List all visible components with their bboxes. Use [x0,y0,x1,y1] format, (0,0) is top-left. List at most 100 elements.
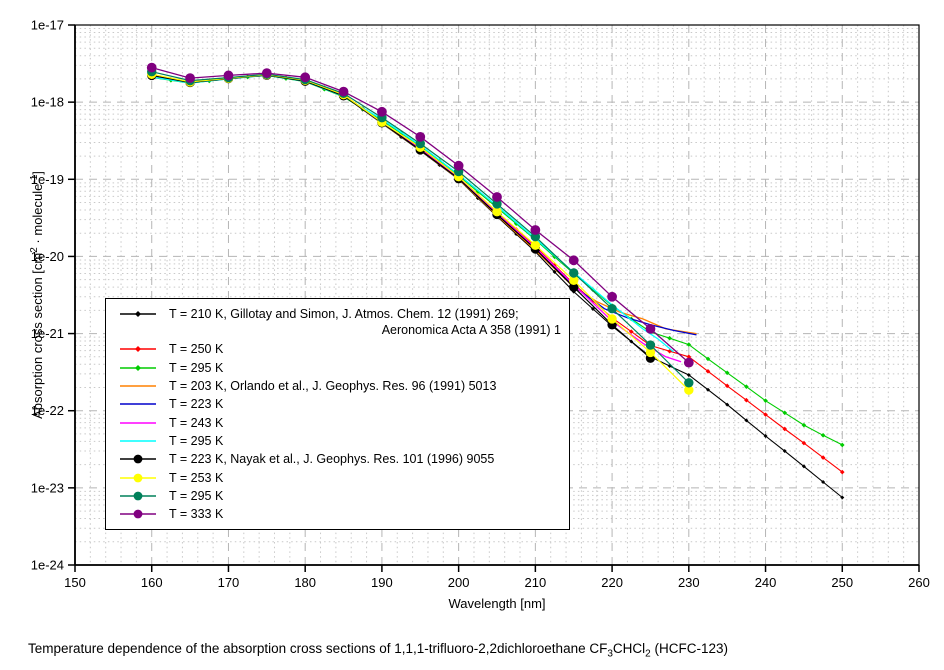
x-tick-label: 230 [678,575,700,590]
y-tick-label: 1e-24 [31,558,64,573]
legend-label: T = 203 K, Orlando et al., J. Geophys. R… [169,379,497,394]
x-tick-label: 210 [525,575,547,590]
y-tick-label: 1e-17 [31,18,64,33]
data-point-marker [763,398,768,403]
legend-entry: T = 295 K [114,487,559,505]
data-point-marker [261,68,272,78]
legend-label: T = 295 K [169,360,224,375]
x-tick-label: 260 [908,575,930,590]
legend-label: T = 223 K, Nayak et al., J. Geophys. Res… [169,452,495,467]
data-point-marker [146,62,157,73]
y-tick-label: 1e-18 [31,95,64,110]
data-point-marker [338,86,349,97]
chart-legend: T = 210 K, Gillotay and Simon, J. Atmos.… [105,298,570,530]
data-point-marker [667,348,672,354]
x-tick-label: 180 [294,575,316,590]
legend-entry: T = 333 K [114,505,559,523]
data-point-marker [840,495,845,500]
data-point-marker [683,357,694,368]
data-point-marker [686,342,692,347]
data-point-marker [377,106,387,117]
y-axis-title: Absorption cross section [cm2 · molecule… [29,171,45,419]
legend-label: T = 295 K [169,433,224,448]
axis-ticks [68,24,920,572]
legend-line-marker-icon [120,473,156,482]
legend-label: T = 333 K [169,507,224,522]
data-point-marker [453,160,464,171]
data-point-marker [530,225,541,235]
x-tick-label: 190 [371,575,393,590]
caption-text: CHCl [612,641,646,656]
legend-line-marker-icon [120,346,156,353]
data-point-marker [725,402,730,407]
x-tick-label: 240 [755,575,777,590]
data-point-marker [415,131,426,142]
legend-entry: T = 295 K [114,359,559,377]
x-tick-label: 200 [448,575,470,590]
legend-entry: T = 243 K [114,413,559,431]
legend-line-marker-icon [120,311,156,318]
legend-entry: T = 223 K, Nayak et al., J. Geophys. Res… [114,450,559,468]
data-point-marker [492,192,502,202]
figure-caption: Temperature dependence of the absorption… [28,641,728,660]
x-tick-label: 160 [141,575,163,590]
legend-entry: T = 253 K [114,468,559,486]
data-point-marker [645,340,656,350]
legend-label: T = 210 K, Gillotay and Simon, J. Atmos.… [169,307,519,322]
data-point-marker [782,410,788,416]
data-point-marker [607,291,617,302]
data-point-marker [763,412,768,417]
data-point-marker [667,335,672,341]
legend-label: T = 253 K [169,470,224,485]
legend-line-marker-icon [120,440,156,442]
legend-line-marker-icon [120,385,156,387]
x-tick-label: 250 [831,575,853,590]
data-point-marker [801,422,807,428]
data-point-marker [782,426,788,432]
y-tick-label: 1e-20 [31,249,64,264]
caption-text: (HCFC-123) [650,641,728,656]
data-point-marker [705,369,711,374]
x-tick-label: 220 [601,575,623,590]
data-point-marker [590,287,596,293]
legend-entry: T = 295 K [114,432,559,450]
legend-label-continuation: Aeronomica Acta A 358 (1991) 1 [381,323,561,338]
grid-minor [75,25,919,565]
data-point-marker [820,433,826,438]
data-point-marker [724,370,730,376]
data-point-marker [744,384,749,389]
series--333-k-10 [146,62,694,368]
data-point-marker [568,255,579,266]
data-point-marker [684,378,694,388]
data-point-marker [801,464,806,469]
data-point-marker [763,434,768,439]
data-point-marker [552,269,557,274]
data-point-marker [628,329,634,334]
data-point-marker [839,469,845,475]
legend-line-marker-icon [120,403,156,406]
data-point-marker [744,418,749,423]
data-point-marker [607,314,617,324]
legend-entry: T = 223 K [114,395,559,413]
x-axis-title: Wavelength [nm] [448,596,545,611]
legend-line-marker-icon [120,454,156,464]
data-point-marker [530,240,541,250]
data-point-marker [645,323,656,334]
legend-line-marker-icon [120,509,156,519]
data-point-marker [569,268,579,278]
data-point-marker [820,455,826,460]
data-point-marker [492,207,502,217]
y-tick-label: 1e-23 [31,480,64,495]
data-point-marker [607,304,617,314]
legend-line-marker-icon [120,364,156,371]
legend-label: T = 295 K [169,488,224,503]
caption-text: Temperature dependence of the absorption… [28,641,608,656]
data-point-marker [782,449,787,454]
legend-entry: T = 203 K, Orlando et al., J. Geophys. R… [114,377,559,395]
x-tick-label: 170 [218,575,240,590]
y-tick-label: 1e-19 [31,172,64,187]
data-point-marker [686,373,691,378]
data-point-marker [706,387,710,392]
data-point-marker [705,356,711,362]
